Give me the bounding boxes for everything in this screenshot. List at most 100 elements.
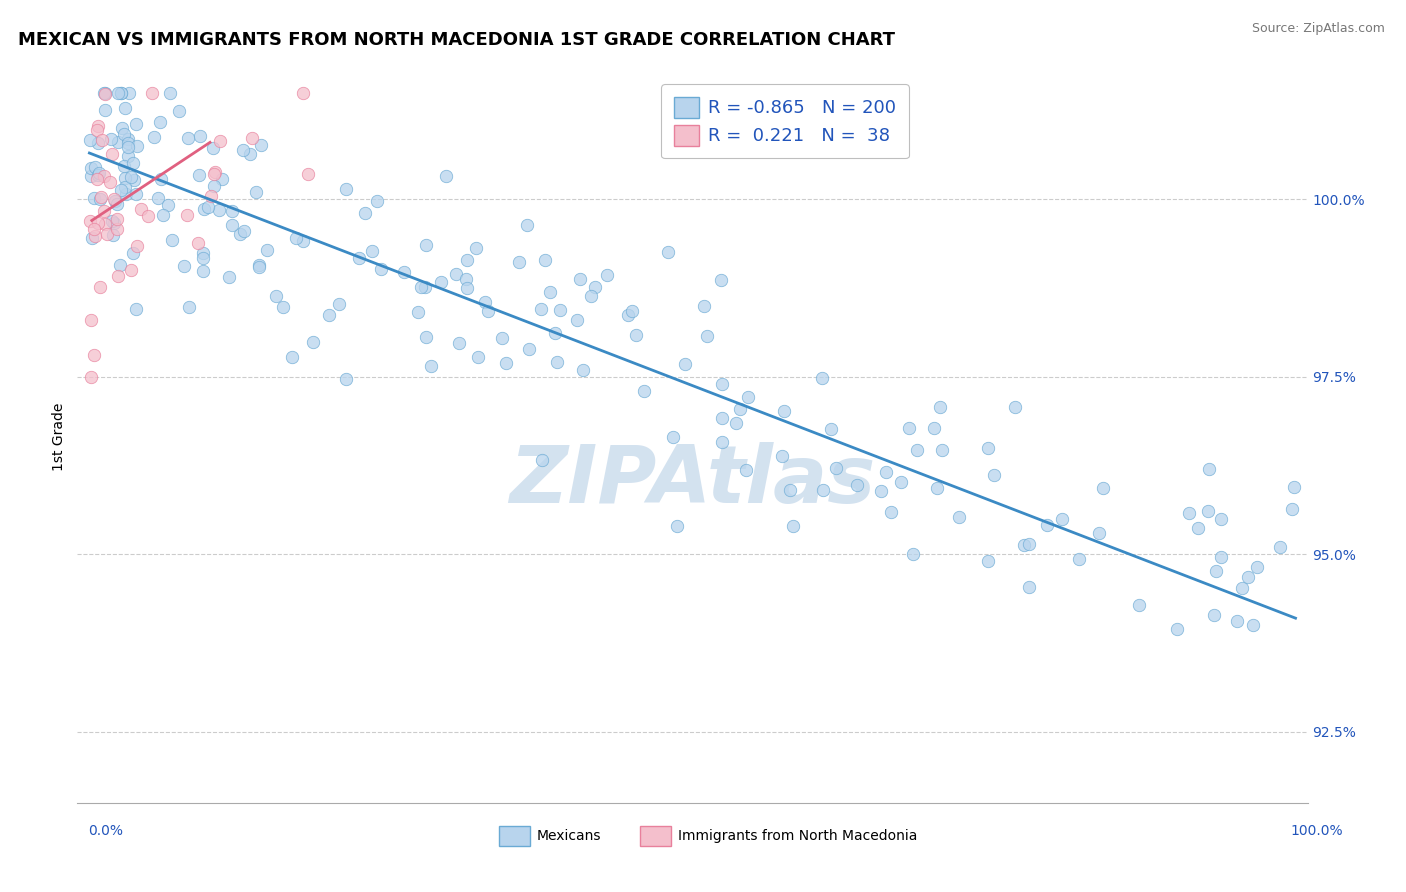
Point (530, 453, 553, 467)
Point (110, 258, 132, 272)
Point (1226, 614, 1249, 628)
Point (247, 260, 270, 274)
Point (247, 258, 270, 272)
Point (328, 297, 350, 311)
Point (977, 441, 1000, 455)
Point (112, 127, 135, 141)
Point (931, 442, 953, 457)
Point (110, 86, 132, 100)
Point (136, 209, 159, 223)
Point (110, 86, 132, 100)
Point (93, 169, 115, 184)
Point (347, 251, 370, 265)
Point (117, 140, 139, 154)
Point (89, 280, 111, 294)
Point (91, 133, 114, 147)
Point (256, 243, 278, 257)
Point (1268, 540, 1291, 554)
Point (983, 468, 1005, 483)
Point (976, 554, 998, 568)
Point (105, 212, 128, 227)
Point (1166, 622, 1188, 636)
Point (456, 280, 478, 294)
Point (846, 477, 869, 491)
Point (624, 328, 647, 343)
Point (100, 147, 122, 161)
Point (1004, 400, 1026, 414)
Point (79, 169, 101, 183)
Point (146, 191, 169, 205)
Point (725, 416, 748, 430)
Point (84, 228, 107, 243)
Point (79, 214, 101, 228)
Point (596, 268, 619, 283)
Point (568, 271, 591, 285)
Point (711, 434, 734, 449)
Point (571, 363, 593, 377)
Point (905, 442, 928, 457)
Point (1281, 502, 1303, 516)
Point (1128, 598, 1150, 612)
Point (409, 280, 432, 294)
Point (187, 235, 209, 250)
Point (266, 289, 288, 303)
Point (80, 369, 103, 384)
Point (870, 483, 893, 498)
Point (922, 421, 945, 435)
Point (110, 183, 132, 197)
Point (187, 168, 209, 182)
Point (86, 169, 108, 183)
Point (1052, 512, 1074, 526)
Point (117, 136, 139, 150)
Point (1012, 538, 1035, 552)
Point (665, 518, 688, 533)
Point (160, 233, 183, 247)
Point (122, 172, 145, 186)
Point (105, 221, 128, 235)
Point (188, 128, 211, 143)
Point (710, 410, 733, 425)
Point (143, 129, 166, 144)
Point (121, 156, 143, 170)
Point (89, 192, 111, 206)
Point (221, 219, 243, 233)
Point (211, 172, 233, 186)
Point (901, 547, 924, 561)
Point (80, 231, 103, 245)
Point (90, 189, 112, 203)
Point (176, 208, 198, 222)
Point (415, 237, 437, 252)
Point (83, 161, 105, 175)
Point (544, 326, 567, 340)
Point (1018, 580, 1040, 594)
Point (516, 219, 538, 233)
Point (662, 430, 685, 444)
Point (193, 251, 215, 265)
Point (673, 357, 696, 371)
Text: 0.0%: 0.0% (89, 824, 124, 838)
Point (825, 460, 848, 475)
Point (657, 244, 679, 259)
Point (583, 280, 606, 294)
Point (281, 350, 304, 364)
Point (1205, 565, 1227, 579)
Point (318, 308, 340, 322)
Point (534, 252, 557, 267)
Point (297, 167, 319, 181)
Point (693, 299, 716, 313)
Point (204, 165, 226, 179)
Point (335, 182, 357, 196)
Point (1282, 480, 1305, 494)
Point (93, 203, 115, 218)
Point (366, 194, 388, 208)
Point (620, 304, 643, 318)
Point (579, 288, 602, 302)
Point (1241, 617, 1264, 632)
Point (125, 117, 148, 131)
Point (696, 329, 718, 343)
Point (202, 167, 225, 181)
Y-axis label: 1st Grade: 1st Grade (52, 403, 66, 471)
Point (415, 329, 437, 343)
Point (449, 336, 471, 351)
Point (1067, 551, 1090, 566)
